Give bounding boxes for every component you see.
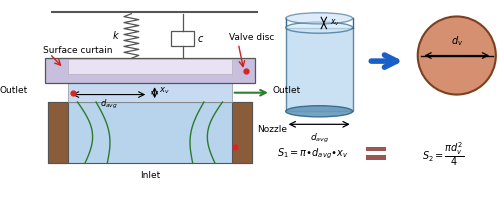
Ellipse shape	[286, 22, 352, 33]
Bar	[45, 58, 255, 83]
Text: $x_v$: $x_v$	[160, 86, 170, 96]
Text: $d_v$: $d_v$	[450, 34, 463, 48]
Text: k: k	[113, 31, 118, 41]
Text: $S_1 = \pi{\bullet}d_{avg}{\bullet}x_v$: $S_1 = \pi{\bullet}d_{avg}{\bullet}x_v$	[277, 147, 348, 161]
Bar	[68, 59, 232, 74]
Text: Nozzle: Nozzle	[257, 125, 287, 134]
Bar	[48, 102, 68, 163]
Text: Valve disc: Valve disc	[229, 33, 274, 42]
Text: Outlet: Outlet	[272, 86, 301, 95]
Text: Inlet: Inlet	[140, 171, 160, 180]
Text: $x_v$: $x_v$	[330, 18, 340, 28]
Ellipse shape	[286, 13, 352, 24]
Bar	[48, 102, 253, 163]
Bar	[68, 83, 232, 102]
Text: Surface curtain: Surface curtain	[43, 45, 112, 55]
Text: $d_{avg}$: $d_{avg}$	[100, 98, 118, 111]
Bar	[232, 102, 252, 163]
Text: $S_2 = \dfrac{\pi d_v^2}{4}$: $S_2 = \dfrac{\pi d_v^2}{4}$	[422, 140, 464, 168]
Bar	[366, 155, 386, 160]
Text: $d_{avg}$: $d_{avg}$	[310, 132, 328, 145]
Text: c: c	[198, 34, 203, 44]
Bar	[172, 31, 194, 46]
Ellipse shape	[418, 17, 496, 95]
Ellipse shape	[286, 106, 352, 117]
Bar	[366, 147, 386, 151]
Text: Outlet: Outlet	[0, 86, 28, 95]
Bar	[286, 28, 352, 111]
